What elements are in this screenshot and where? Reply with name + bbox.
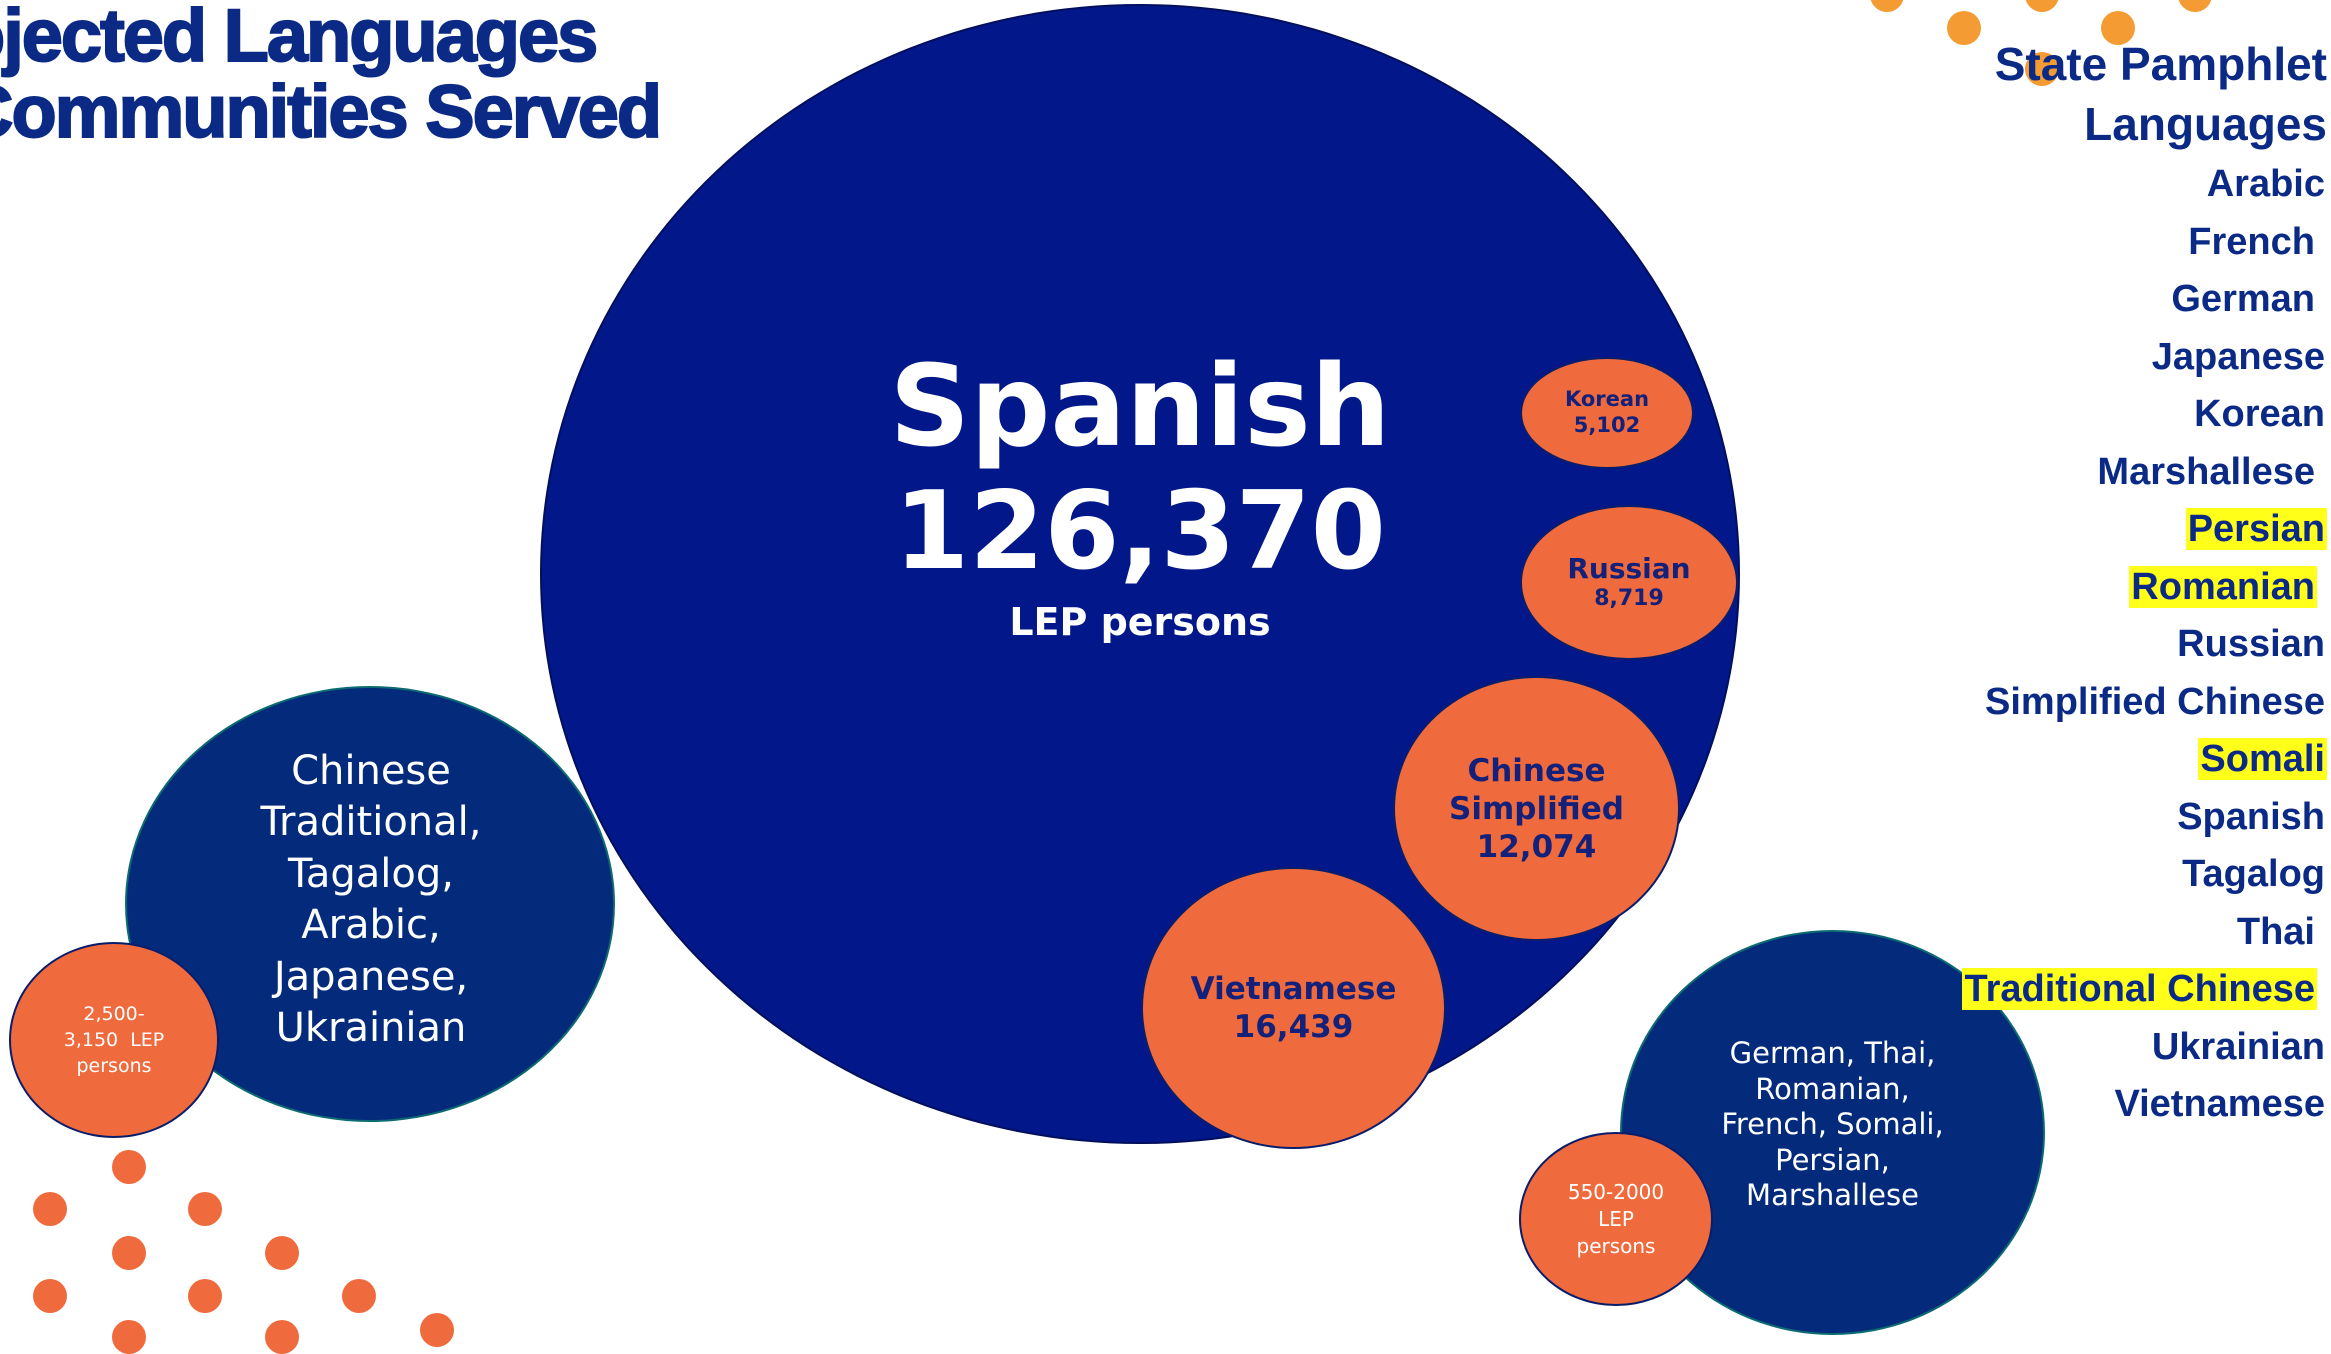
- pamphlet-language-item: Romanian: [1962, 559, 2317, 617]
- chinese-simplified-count: 12,074: [1476, 828, 1597, 865]
- page-title-line-1: ojected Languages: [0, 0, 599, 77]
- pamphlet-language-label: Romanian: [2129, 565, 2317, 608]
- pamphlet-language-label: Simplified Chinese: [1985, 680, 2325, 723]
- decorative-dot: [112, 1150, 146, 1184]
- group-small-range-line: persons: [1576, 1233, 1656, 1258]
- decorative-dot: [265, 1320, 299, 1354]
- group-small-line: Marshallese: [1746, 1178, 1919, 1213]
- russian-bubble: Russian 8,719: [1520, 505, 1738, 660]
- group-mid-line: Traditional,: [260, 799, 482, 845]
- pamphlet-heading-line-1: State Pamphlet: [1994, 38, 2327, 90]
- pamphlet-language-item: Russian: [1962, 616, 2327, 674]
- pamphlet-language-label: Arabic: [2206, 163, 2325, 205]
- decorative-dot: [2025, 0, 2059, 12]
- pamphlet-language-label: Thai: [2236, 910, 2315, 953]
- group-small-line: French, Somali,: [1721, 1107, 1944, 1142]
- vietnamese-bubble: Vietnamese 16,439: [1141, 867, 1446, 1149]
- pamphlet-language-label: Ukrainian: [2151, 1025, 2325, 1068]
- group-small-line: Romanian,: [1755, 1071, 1910, 1106]
- pamphlet-language-item: French: [1962, 214, 2317, 272]
- pamphlet-language-item: Traditional Chinese: [1962, 961, 2317, 1019]
- russian-name: Russian: [1567, 552, 1691, 585]
- page-title-line-2: Communities Served: [0, 70, 663, 153]
- pamphlet-language-label: Marshallese: [2097, 450, 2315, 493]
- group-mid-line: Chinese: [291, 747, 451, 794]
- pamphlet-heading: State Pamphlet Languages: [1962, 34, 2327, 154]
- pamphlet-language-item: Persian: [1962, 501, 2327, 559]
- pamphlet-language-label: Persian: [2185, 508, 2327, 550]
- decorative-dot: [2025, 52, 2059, 86]
- decorative-dot: [188, 1192, 222, 1226]
- pamphlet-language-label: Somali: [2198, 738, 2327, 780]
- pamphlet-language-item: Vietnamese: [1962, 1076, 2327, 1134]
- vietnamese-count: 16,439: [1233, 1009, 1354, 1045]
- pamphlet-language-item: Marshallese: [1962, 444, 2317, 502]
- decorative-dot: [33, 1279, 67, 1313]
- group-small-range-line: LEP: [1598, 1206, 1634, 1231]
- group-mid-line: Japanese,: [273, 953, 469, 1000]
- pamphlet-language-label: Russian: [2177, 623, 2325, 665]
- pamphlet-language-item: Simplified Chinese: [1962, 674, 2327, 732]
- decorative-dot: [188, 1279, 222, 1313]
- group-mid-line: Arabic,: [301, 902, 441, 948]
- vietnamese-name: Vietnamese: [1190, 971, 1397, 1007]
- pamphlet-language-label: Tagalog: [2182, 853, 2325, 895]
- group-mid-range-line: 3,150 LEP: [63, 1029, 165, 1051]
- russian-count: 8,719: [1594, 586, 1664, 612]
- pamphlet-language-label: German: [2171, 278, 2315, 320]
- group-mid-bubble: Chinese Traditional, Tagalog, Arabic, Ja…: [125, 686, 615, 1122]
- group-mid-line: Ukrainian: [275, 1005, 467, 1051]
- page-title: ojected Languages Communities Served: [0, 0, 663, 153]
- decorative-dot: [112, 1236, 146, 1270]
- decorative-dot: [420, 1313, 454, 1347]
- group-mid-range-line: persons: [76, 1055, 152, 1077]
- korean-name: Korean: [1564, 387, 1650, 412]
- pamphlet-language-item: German: [1962, 271, 2317, 329]
- group-small-line: German, Thai,: [1729, 1036, 1936, 1071]
- group-small-line: Persian,: [1775, 1142, 1890, 1177]
- group-mid-range-bubble: 2,500- 3,150 LEP persons: [9, 942, 219, 1138]
- decorative-dot: [112, 1320, 146, 1354]
- pamphlet-language-label: Spanish: [2177, 795, 2325, 838]
- spanish-name: Spanish: [889, 341, 1391, 472]
- pamphlet-language-item: Ukrainian: [1962, 1019, 2327, 1077]
- pamphlet-heading-line-2: Languages: [2084, 98, 2327, 150]
- pamphlet-language-item: Japanese: [1962, 329, 2327, 387]
- decorative-dot: [342, 1279, 376, 1313]
- pamphlet-languages-list: State Pamphlet Languages Arabic French Ger…: [1962, 34, 2327, 1134]
- pamphlet-language-item: Spanish: [1962, 789, 2327, 847]
- chinese-simplified-bubble: Chinese Simplified 12,074: [1393, 676, 1680, 941]
- pamphlet-language-item: Korean: [1962, 386, 2327, 444]
- decorative-dot: [2101, 11, 2135, 45]
- pamphlet-language-item: Tagalog: [1962, 846, 2327, 904]
- pamphlet-language-item: Somali: [1962, 731, 2327, 789]
- korean-count: 5,102: [1573, 413, 1641, 437]
- pamphlet-language-label: Korean: [2194, 393, 2325, 435]
- pamphlet-language-item: Arabic: [1962, 156, 2327, 214]
- decorative-dot: [1947, 11, 1981, 45]
- decorative-dot: [1870, 0, 1904, 12]
- pamphlet-language-label: French: [2188, 220, 2315, 263]
- group-mid-line: Tagalog,: [288, 850, 454, 897]
- pamphlet-language-label: Japanese: [2151, 335, 2325, 378]
- pamphlet-language-label: Vietnamese: [2114, 1083, 2325, 1125]
- group-small-range-bubble: 550-2000 LEP persons: [1519, 1132, 1713, 1306]
- decorative-dot: [2178, 0, 2212, 12]
- decorative-dot: [33, 1192, 67, 1226]
- pamphlet-language-items: Arabic French German Japanese Korean Marshall…: [1962, 156, 2327, 1134]
- decorative-dot: [265, 1236, 299, 1270]
- chinese-simplified-line-2: Simplified: [1449, 790, 1624, 827]
- pamphlet-language-label: Traditional Chinese: [1962, 968, 2317, 1010]
- spanish-count: 126,370: [894, 468, 1386, 594]
- group-mid-range-line: 2,500-: [83, 1003, 145, 1025]
- group-small-range-line: 550-2000: [1567, 1179, 1665, 1204]
- spanish-unit: LEP persons: [1009, 599, 1271, 644]
- pamphlet-language-item: Thai: [1962, 904, 2317, 962]
- korean-bubble: Korean 5,102: [1520, 357, 1694, 469]
- chinese-simplified-line-1: Chinese: [1467, 752, 1606, 789]
